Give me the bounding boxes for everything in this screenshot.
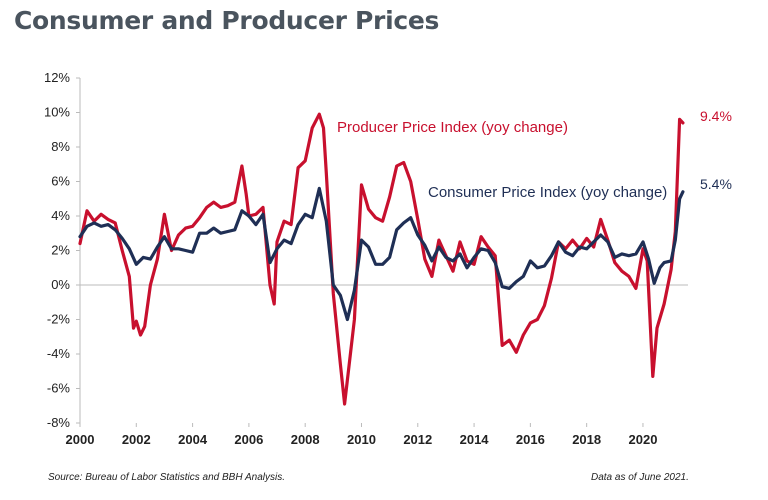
x-tick-label: 2014 bbox=[460, 432, 490, 447]
x-tick-labels: 2000 2002 2004 2006 2008 2010 2012 2014 2016 2018… bbox=[66, 423, 658, 447]
x-tick-label: 2002 bbox=[122, 432, 151, 447]
x-tick-label: 2000 bbox=[66, 432, 95, 447]
source-note: Source: Bureau of Labor Statistics and B… bbox=[48, 472, 285, 483]
y-tick-label: 8% bbox=[51, 139, 70, 154]
y-tick-label: 0% bbox=[51, 277, 70, 292]
x-tick-label: 2020 bbox=[629, 432, 658, 447]
as-of-note: Data as of June 2021. bbox=[591, 472, 689, 483]
ppi-line bbox=[78, 112, 685, 406]
y-tick-labels: 12% 10% 8% 6% 4% 2% 0% -2% -4% -6% -8% bbox=[44, 70, 80, 430]
y-tick-label: 10% bbox=[44, 105, 70, 120]
series-lines bbox=[78, 112, 685, 406]
chart-title: Consumer and Producer Prices bbox=[14, 6, 440, 35]
y-tick-label: 4% bbox=[51, 208, 70, 223]
y-tick-label: 6% bbox=[51, 174, 70, 189]
ppi-series-label: Producer Price Index (yoy change) bbox=[337, 119, 568, 136]
cpi-end-value: 5.4% bbox=[700, 176, 732, 192]
x-tick-label: 2010 bbox=[347, 432, 376, 447]
x-tick-label: 2016 bbox=[516, 432, 545, 447]
x-tick-label: 2006 bbox=[234, 432, 263, 447]
x-tick-label: 2004 bbox=[178, 432, 208, 447]
ppi-end-value: 9.4% bbox=[700, 108, 732, 124]
x-tick-label: 2008 bbox=[291, 432, 320, 447]
y-tick-label: 2% bbox=[51, 243, 70, 258]
cpi-line bbox=[78, 186, 685, 322]
series-annotations: Producer Price Index (yoy change) Consume… bbox=[337, 108, 732, 201]
y-tick-label: -2% bbox=[47, 312, 71, 327]
cpi-series-label: Consumer Price Index (yoy change) bbox=[428, 184, 667, 201]
x-tick-label: 2012 bbox=[403, 432, 432, 447]
line-chart: 12%10%8%6%4%2%0%-2%-4%-6%-8% 2000 2002 200… bbox=[44, 70, 732, 447]
y-tick-label: -8% bbox=[47, 415, 71, 430]
y-tick-label: -4% bbox=[47, 346, 71, 361]
x-tick-label: 2018 bbox=[572, 432, 601, 447]
y-tick-label: -6% bbox=[47, 381, 71, 396]
y-tick-label: 12% bbox=[44, 70, 70, 85]
